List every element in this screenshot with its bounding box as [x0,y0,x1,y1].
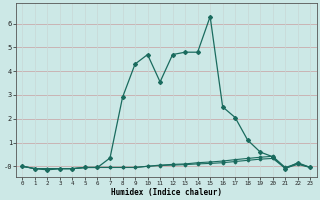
X-axis label: Humidex (Indice chaleur): Humidex (Indice chaleur) [111,188,222,197]
